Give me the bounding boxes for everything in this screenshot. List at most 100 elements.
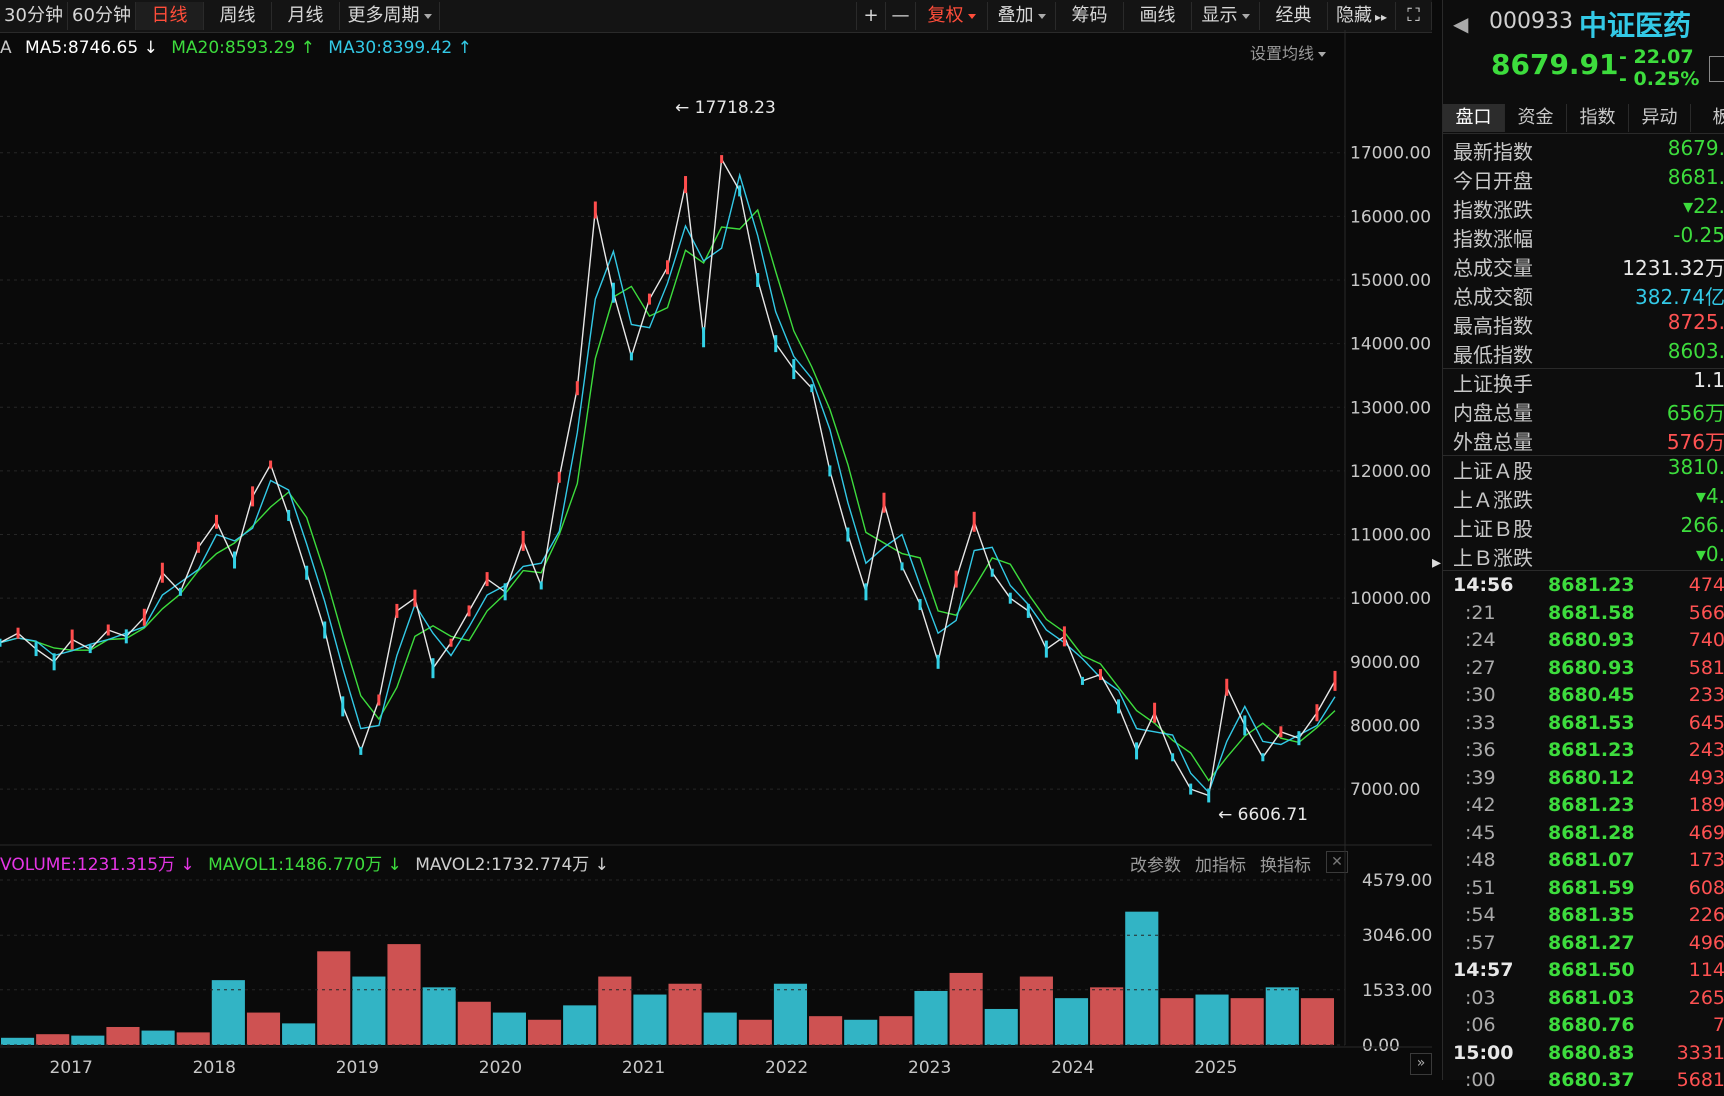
tab-30min[interactable]: 30分钟: [0, 2, 68, 30]
quote-field-label: 总成交额: [1453, 285, 1533, 309]
tool-label: 筹码: [1071, 5, 1108, 26]
x-tick-label: 2024: [1051, 1058, 1094, 1078]
edit-params-button[interactable]: 改参数: [1130, 856, 1181, 876]
tick-volume: 173: [1688, 849, 1724, 871]
zoom-out-button[interactable]: —: [886, 2, 916, 30]
ma5-line: [0, 156, 1336, 797]
tick-time: :45: [1465, 821, 1496, 844]
candle-mark: [377, 694, 381, 706]
back-button[interactable]: ◀: [1453, 12, 1468, 36]
tick-price: 8681.27: [1548, 931, 1635, 954]
price-chart: 17000.00 16000.00 15000.00 14000.00 13000.00…: [0, 30, 1432, 1078]
overlay-button[interactable]: 叠加: [988, 2, 1056, 30]
tick-time: :30: [1465, 684, 1496, 706]
tick-time: :57: [1465, 931, 1496, 954]
candle-mark: [828, 465, 832, 477]
quote-tab[interactable]: 指数: [1567, 104, 1629, 132]
zoom-in-button[interactable]: +: [856, 2, 886, 30]
volume-bar: [1300, 998, 1334, 1045]
quote-field-value: 382.74亿: [1635, 285, 1724, 309]
quote-tab[interactable]: 盘口: [1443, 104, 1505, 132]
candle-mark: [124, 629, 128, 644]
x-tick-label: 2022: [765, 1058, 808, 1078]
fullscreen-button[interactable]: ⛶: [1396, 2, 1432, 30]
quote-tab[interactable]: 板: [1691, 104, 1724, 132]
tab-60min[interactable]: 60分钟: [68, 2, 136, 30]
volume-bar: [879, 1016, 913, 1045]
candle-mark: [792, 359, 796, 380]
volume-bar: [1125, 911, 1159, 1045]
volume-bar: [71, 1035, 105, 1045]
quote-field-value: 3810.: [1667, 455, 1724, 479]
arrow-down-icon: ↓: [175, 855, 195, 875]
tick-price: 8680.12: [1548, 766, 1635, 789]
tick-price: 8681.28: [1548, 821, 1635, 844]
tick-price: 8680.45: [1548, 684, 1635, 706]
candle-mark: [449, 638, 453, 647]
close-indicator-button[interactable]: ✕: [1326, 851, 1348, 873]
quote-field-row: 最低指数 8603.: [1453, 339, 1724, 368]
candle-mark: [305, 565, 309, 580]
quote-field-label: 指数涨幅: [1453, 227, 1533, 251]
candle-mark: [882, 492, 886, 513]
volume-bar: [387, 944, 421, 1045]
tab-weekly[interactable]: 周线: [204, 2, 272, 30]
tick-volume: 608: [1688, 876, 1724, 899]
chips-button[interactable]: 筹码: [1056, 2, 1124, 30]
volume-bar: [211, 980, 245, 1045]
price-ytick-label: 8000.00: [1350, 716, 1420, 736]
candle-mark: [1026, 603, 1030, 618]
tab-daily[interactable]: 日线: [136, 2, 204, 30]
tick-volume: 469: [1688, 821, 1724, 844]
fullscreen-icon: ⛶: [1407, 5, 1420, 26]
tab-label: 日线: [151, 5, 188, 26]
quote-field-label: 上证换手: [1453, 372, 1533, 396]
collapse-icon[interactable]: [1709, 56, 1724, 82]
quote-tab[interactable]: 资金: [1505, 104, 1567, 132]
tab-label: 月线: [287, 5, 324, 26]
quote-field-row: 上证Ａ股 3810.: [1453, 455, 1724, 484]
volume-bar: [809, 1016, 843, 1045]
quote-field-row: 上Ａ涨跌 ▾4.: [1453, 484, 1724, 513]
display-button[interactable]: 显示: [1192, 2, 1260, 30]
tick-price: 8680.93: [1548, 629, 1635, 651]
scroll-right-button[interactable]: »: [1410, 1053, 1432, 1075]
tab-monthly[interactable]: 月线: [272, 2, 340, 30]
volume-bar: [527, 1019, 562, 1045]
candle-mark: [395, 603, 399, 618]
tab-more-periods[interactable]: 更多周期: [340, 2, 440, 30]
tick-row: :30 8680.45 233: [1453, 684, 1724, 711]
candle-mark: [287, 509, 291, 521]
add-indicator-button[interactable]: 加指标: [1195, 856, 1246, 876]
volume-bar: [352, 976, 386, 1045]
volume-bar: [633, 994, 667, 1045]
draw-line-button[interactable]: 画线: [1124, 2, 1192, 30]
tick-price: 8681.23: [1548, 794, 1635, 816]
candle-mark: [413, 589, 417, 607]
quote-field-row: 最高指数 8725.: [1453, 310, 1724, 339]
tick-volume: 233: [1688, 684, 1724, 706]
tick-price: 8680.83: [1548, 1041, 1635, 1064]
candle-mark: [593, 201, 597, 219]
volume-bar: [246, 1012, 281, 1045]
adjust-button[interactable]: 复权: [916, 2, 988, 30]
quote-tab[interactable]: 异动: [1629, 104, 1691, 132]
classic-button[interactable]: 经典: [1260, 2, 1328, 30]
set-ma-button[interactable]: 设置均线: [1250, 40, 1327, 64]
quote-field-row: 外盘总量 576万: [1453, 426, 1724, 455]
price-ytick-label: 14000.00: [1350, 335, 1431, 355]
candle-mark: [269, 460, 273, 469]
panel-toggle-icon[interactable]: ▸: [1432, 552, 1442, 573]
candle-mark: [88, 645, 92, 654]
candle-mark: [972, 511, 976, 532]
tick-price: 8681.50: [1548, 959, 1635, 981]
high-annotation: ← 17718.23: [675, 98, 776, 118]
tick-time: :54: [1465, 904, 1496, 926]
volume-bar: [457, 1001, 491, 1045]
tick-volume: 226: [1688, 904, 1724, 926]
tick-row: :06 8680.76 7: [1453, 1014, 1724, 1041]
hide-button[interactable]: 隐藏 ▸▸: [1328, 2, 1396, 30]
candle-mark: [936, 654, 940, 669]
candle-mark: [864, 583, 868, 601]
switch-indicator-button[interactable]: 换指标: [1260, 856, 1311, 876]
